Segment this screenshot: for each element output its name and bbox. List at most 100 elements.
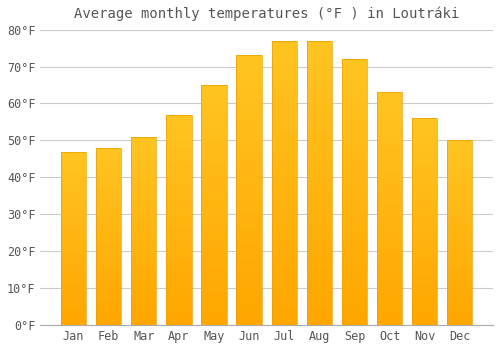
Bar	[166, 258, 192, 262]
Bar	[342, 139, 367, 144]
Bar	[272, 217, 297, 223]
Bar	[166, 165, 192, 169]
Bar	[236, 110, 262, 115]
Bar	[377, 321, 402, 325]
Bar	[166, 224, 192, 228]
Bar	[131, 182, 156, 186]
Bar	[131, 152, 156, 155]
Bar	[377, 158, 402, 162]
Bar	[412, 176, 438, 180]
Bar	[272, 63, 297, 69]
Bar	[166, 321, 192, 325]
Bar	[306, 172, 332, 177]
Bar	[377, 241, 402, 246]
Bar	[306, 126, 332, 132]
Bar	[236, 158, 262, 163]
Bar	[377, 190, 402, 195]
Bar	[61, 287, 86, 290]
Bar	[131, 208, 156, 212]
Bar	[166, 220, 192, 224]
Bar	[377, 223, 402, 228]
Bar	[306, 194, 332, 200]
Bar	[236, 190, 262, 196]
Bar	[377, 269, 402, 274]
Bar	[96, 148, 122, 325]
Bar	[131, 299, 156, 303]
Bar	[306, 115, 332, 120]
Bar	[342, 224, 367, 229]
Bar	[236, 61, 262, 66]
Bar	[272, 200, 297, 206]
Bar	[306, 98, 332, 103]
Bar	[236, 131, 262, 136]
Bar	[272, 132, 297, 138]
Bar	[377, 199, 402, 204]
Bar	[166, 245, 192, 249]
Bar	[96, 180, 122, 183]
Bar	[236, 185, 262, 190]
Bar	[61, 238, 86, 242]
Bar	[166, 169, 192, 174]
Bar	[306, 143, 332, 149]
Bar	[377, 293, 402, 297]
Bar	[447, 207, 472, 211]
Bar	[377, 97, 402, 102]
Bar	[61, 152, 86, 155]
Bar	[377, 134, 402, 139]
Bar	[377, 209, 402, 214]
Bar	[131, 137, 156, 325]
Bar	[447, 233, 472, 237]
Bar	[306, 58, 332, 63]
Bar	[447, 152, 472, 155]
Bar	[96, 173, 122, 176]
Bar	[342, 160, 367, 166]
Bar	[412, 184, 438, 189]
Bar	[272, 75, 297, 80]
Bar	[61, 259, 86, 262]
Bar	[412, 118, 438, 325]
Bar	[131, 212, 156, 216]
Bar	[131, 291, 156, 295]
Bar	[342, 171, 367, 176]
Bar	[236, 287, 262, 293]
Bar	[96, 197, 122, 201]
Bar	[131, 201, 156, 204]
Bar	[447, 199, 472, 203]
Bar	[131, 167, 156, 171]
Bar	[96, 155, 122, 159]
Bar	[412, 160, 438, 164]
Bar	[447, 314, 472, 318]
Bar	[96, 279, 122, 282]
Bar	[166, 135, 192, 140]
Bar	[166, 304, 192, 308]
Bar	[377, 274, 402, 279]
Bar	[342, 187, 367, 192]
Bar	[166, 123, 192, 127]
Bar	[236, 276, 262, 282]
Bar	[236, 314, 262, 320]
Bar	[306, 52, 332, 58]
Bar	[447, 148, 472, 152]
Bar	[447, 140, 472, 325]
Bar	[412, 143, 438, 147]
Bar	[342, 256, 367, 261]
Bar	[342, 203, 367, 208]
Bar	[377, 214, 402, 218]
Bar	[306, 80, 332, 86]
Bar	[202, 109, 226, 114]
Bar	[166, 114, 192, 119]
Bar	[377, 302, 402, 307]
Bar	[131, 235, 156, 238]
Bar	[61, 221, 86, 224]
Bar	[166, 228, 192, 232]
Bar	[447, 185, 472, 188]
Bar	[61, 290, 86, 294]
Bar	[272, 126, 297, 132]
Bar	[306, 280, 332, 285]
Bar	[202, 311, 226, 316]
Bar	[96, 290, 122, 293]
Bar	[342, 277, 367, 282]
Bar	[202, 114, 226, 119]
Bar	[61, 322, 86, 325]
Bar	[377, 316, 402, 321]
